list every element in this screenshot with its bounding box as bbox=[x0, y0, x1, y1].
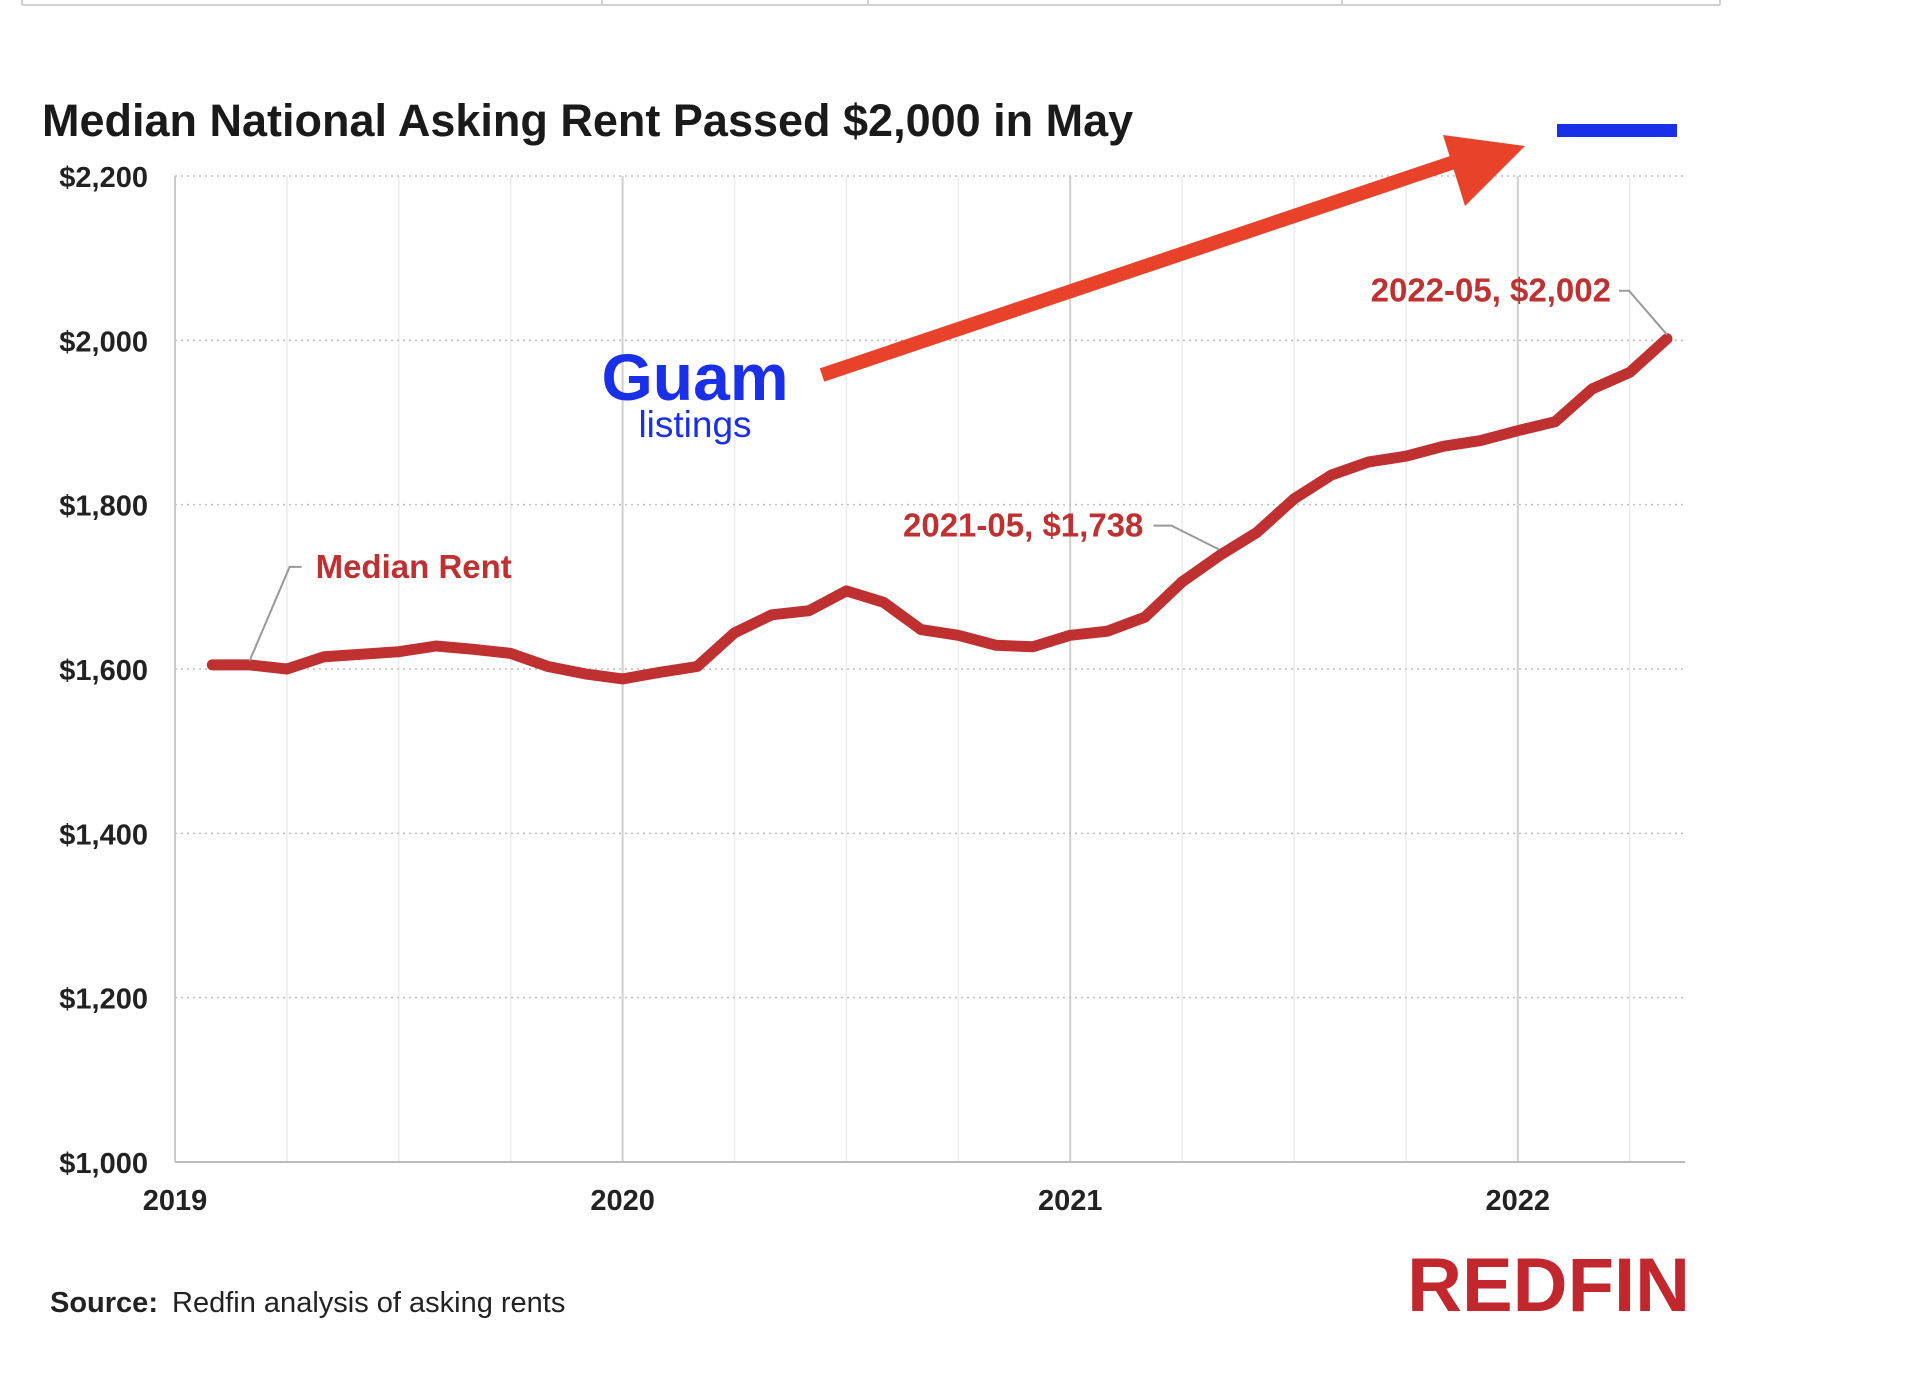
overlay-headline: Guam bbox=[601, 340, 788, 414]
top-border bbox=[21, 0, 1721, 6]
x-tick-label: 2020 bbox=[590, 1185, 655, 1217]
x-tick-label: 2019 bbox=[143, 1185, 208, 1217]
chart-title: Median National Asking Rent Passed $2,00… bbox=[42, 95, 1133, 146]
y-tick-label: $1,800 bbox=[59, 491, 148, 523]
overlay-dash bbox=[1557, 124, 1677, 137]
y-tick-label: $2,200 bbox=[59, 162, 148, 194]
y-tick-label: $1,400 bbox=[59, 819, 148, 851]
source-line: Source: Redfin analysis of asking rents bbox=[50, 1287, 565, 1319]
series-line-median-rent bbox=[206, 333, 1673, 685]
source-label: Source: bbox=[50, 1287, 158, 1319]
x-axis-ticks: 2019 2020 2021 2022 bbox=[143, 1185, 1550, 1217]
y-tick-label: $1,200 bbox=[59, 984, 148, 1016]
annotation-2021-05: 2021-05, $1,738 bbox=[903, 507, 1143, 544]
annotation-2022-05: 2022-05, $2,002 bbox=[1371, 272, 1611, 309]
plot-grid bbox=[175, 175, 1685, 1162]
redfin-logo: REDFIN bbox=[1407, 1243, 1690, 1328]
annotation-leader-2021-05 bbox=[1153, 524, 1220, 551]
arrow-head bbox=[1443, 135, 1525, 206]
overlay-subline: listings bbox=[638, 404, 751, 445]
y-axis-ticks: $1,000 $1,200 $1,400 $1,600 $1,800 $2,000 $2,2… bbox=[59, 162, 148, 1180]
x-tick-label: 2021 bbox=[1038, 1185, 1103, 1217]
y-tick-label: $2,000 bbox=[59, 326, 148, 358]
annotation-leader-median-rent bbox=[248, 565, 302, 662]
annotation-leader-2022-05 bbox=[1619, 289, 1668, 336]
y-tick-label: $1,600 bbox=[59, 655, 148, 687]
source-text: Redfin analysis of asking rents bbox=[172, 1287, 565, 1319]
x-tick-label: 2022 bbox=[1486, 1185, 1551, 1217]
annotation-median-rent: Median Rent bbox=[316, 548, 512, 585]
overlay-arrow bbox=[819, 135, 1525, 382]
arrow-shaft bbox=[819, 148, 1478, 382]
y-tick-label: $1,000 bbox=[59, 1148, 148, 1180]
